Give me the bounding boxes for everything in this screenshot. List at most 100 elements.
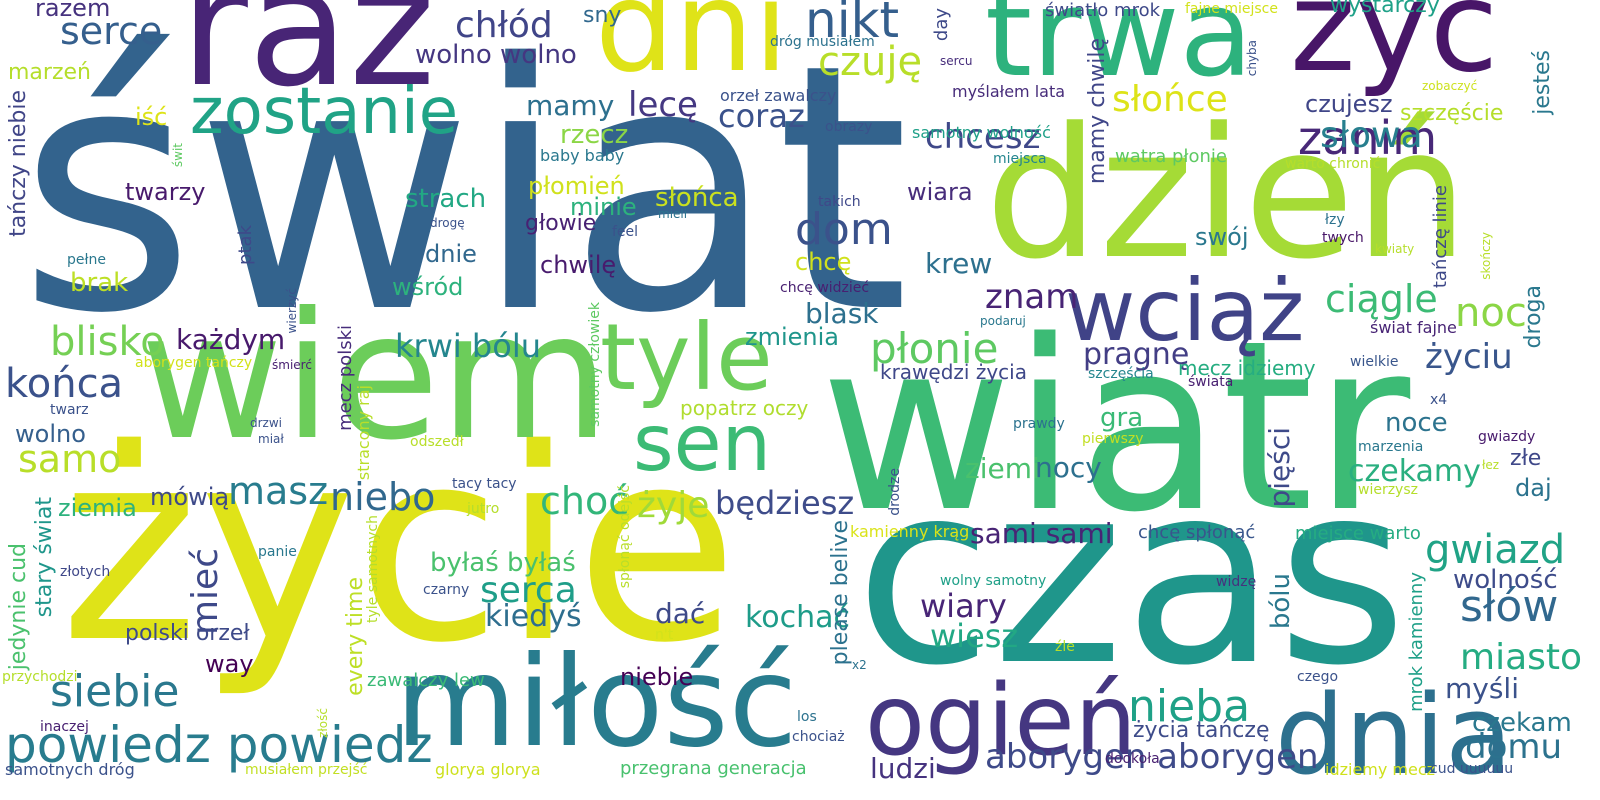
word-tanczy-niebie: tańczy niebie	[6, 90, 31, 237]
word-mial: miał	[258, 432, 284, 446]
word-czekam: czekam	[1472, 708, 1572, 738]
word-popatrz-oczy: popatrz oczy	[680, 396, 809, 420]
word-siebie: siebie	[50, 666, 180, 717]
word-wiesz: wiesz	[930, 617, 1019, 655]
word-chce-splonac: chcę spłonąć	[1138, 522, 1256, 543]
word-watra-plonie: watra płonie	[1115, 146, 1227, 167]
word-stracony-raj: stracony raj	[354, 385, 373, 481]
word-gwiazdy: gwiazdy	[1478, 429, 1536, 445]
word-drog-musialem: dróg musiałem	[770, 34, 875, 50]
word-raz: raz	[180, 0, 436, 123]
word-kazdym: każdym	[176, 323, 286, 356]
word-aborygen-tanczy: aborygen tańczy	[135, 355, 253, 371]
word-chlod: chłód	[455, 5, 553, 46]
word-wiary: wiary	[920, 587, 1007, 625]
word-ludzi: ludzi	[870, 752, 936, 785]
word-every-time: every time	[343, 577, 368, 696]
word-chce-widziec: chcę widzieć	[780, 280, 870, 296]
word-chwile: chwilę	[540, 251, 617, 279]
word-wiatr: wiatr	[820, 291, 1411, 564]
word-droga: droga	[1521, 285, 1546, 349]
word-sen: sen	[633, 399, 772, 489]
word-plomien: płomień	[528, 172, 625, 200]
word-day: day	[931, 8, 952, 42]
word-swiata: świata	[1188, 374, 1234, 390]
word-strach: strach	[405, 184, 487, 214]
word-polski-orzel: polski orzeł	[125, 621, 250, 646]
word-obrazy: obrazy	[825, 119, 873, 135]
word-dzien: dzień	[985, 90, 1469, 299]
word-idziemy-mecz: idziemy mecz	[1325, 760, 1436, 779]
word-swiat: świat	[18, 0, 910, 388]
word-noc: noc	[1455, 290, 1527, 336]
word-miejsca: miejsca	[993, 151, 1047, 167]
word-twych: twych	[1322, 230, 1364, 246]
word-dom: dom	[795, 204, 893, 255]
word-chcesz: chcesz	[925, 117, 1041, 157]
word-tyle-samotnych: tyle samotnych	[365, 515, 381, 624]
word-aborygen-aborygen: aborygen aborygen	[985, 737, 1319, 777]
word-czas: czas	[855, 429, 1408, 720]
word-warto-chronic: warto chronić	[1285, 156, 1381, 172]
word-zycie: życie	[60, 393, 739, 701]
word-slonce: słońce	[1112, 79, 1228, 120]
word-mamy: mamy	[526, 89, 615, 122]
word-bedziesz: będziesz	[715, 484, 855, 522]
word-rzecz: rzecz	[560, 120, 629, 150]
word-mecz-polski: mecz polski	[335, 325, 356, 431]
word-inaczej: inaczej	[40, 719, 89, 735]
word-konca: końca	[5, 361, 124, 407]
word-gwiazd: gwiazd	[1425, 527, 1566, 573]
word-minie: minie	[570, 193, 637, 221]
word-szczescia: szczęścia	[1088, 366, 1154, 382]
word-pierwszy: pierwszy	[1082, 431, 1144, 447]
word-bolu: bólu	[1266, 573, 1296, 630]
word-chociaz: chociaż	[792, 729, 845, 745]
word-musialem-przejsc: musiałem przejść	[245, 762, 368, 778]
word-dookola: dookoła	[1105, 751, 1160, 767]
word-krew: krew	[925, 247, 993, 280]
word-samotny-czlowiek: samotny człowiek	[587, 302, 603, 427]
word-swiat-fajne: świat fajne	[1370, 318, 1457, 337]
word-wsrod: wśród	[392, 273, 464, 301]
word-wciaz: wciąż	[1065, 261, 1305, 361]
word-feel: feel	[612, 224, 639, 240]
word-swoj: swój	[1195, 223, 1249, 251]
word-krawedzi-zycia: krawędzi życia	[880, 360, 1027, 384]
word-milosc: miłość	[395, 630, 798, 775]
word-mrok-kamienny: mrok kamienny	[1406, 572, 1427, 712]
word-baby-baby: baby baby	[540, 146, 625, 165]
word-isc: iść	[135, 103, 168, 131]
word-blask: blask	[805, 297, 879, 330]
word-sercu: sercu	[940, 54, 973, 68]
word-mamy-chwile: mamy chwilę	[1085, 38, 1110, 185]
word-jedynie-cud: jedynie cud	[6, 543, 31, 671]
word-chce: chcę	[795, 248, 852, 276]
word-myslalem-lata: myślałem lata	[952, 82, 1066, 101]
word-kwiaty: kwiaty	[1375, 242, 1415, 256]
word-zle: złe	[1510, 446, 1542, 471]
word-ogien: ogień	[865, 664, 1137, 778]
word-mowia: mówią	[150, 483, 230, 511]
word-czego: czego	[1297, 669, 1339, 685]
word-czuje: czuję	[818, 39, 923, 85]
word-daj: daj	[1515, 474, 1552, 502]
word-sny: sny	[583, 3, 622, 28]
word-samo: samo	[18, 437, 122, 481]
word-pelne: pełne	[67, 252, 106, 268]
word-orzel-zawalczy: orzeł zawalczy	[720, 86, 837, 105]
word-droge: drogę	[430, 216, 465, 230]
word-wolno: wolno	[15, 420, 86, 448]
word-wolnosc: wolność	[1453, 565, 1558, 595]
word-sami-sami: sami sami	[970, 517, 1113, 550]
word-twarzy: twarzy	[125, 178, 206, 206]
word-zyciu: życiu	[1425, 337, 1513, 377]
word-zanim: zanim	[1298, 111, 1438, 165]
word-dac: dać	[655, 597, 706, 630]
word-zycia-tancze: życia tańczę	[1133, 718, 1270, 743]
word-lece: lecę	[628, 85, 698, 125]
word-marzen: marzeń	[8, 60, 91, 85]
word-czekamy: czekamy	[1348, 454, 1481, 489]
word-splonac-odejsc: spłonąć odejść	[617, 485, 633, 589]
